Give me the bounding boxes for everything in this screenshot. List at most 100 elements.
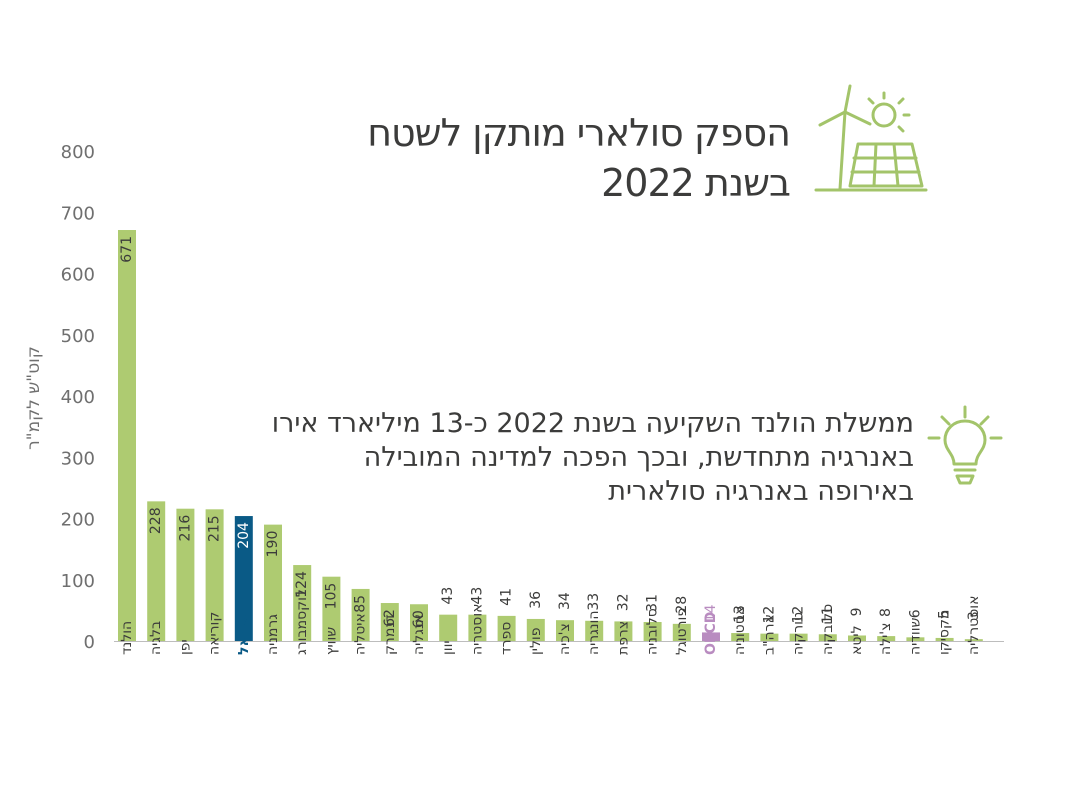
bar bbox=[497, 615, 516, 641]
bar-value-label: 13 bbox=[732, 605, 748, 623]
bar bbox=[351, 588, 370, 641]
x-category-label: ישראל bbox=[236, 613, 252, 655]
x-category-label: פולין bbox=[528, 628, 544, 655]
y-tick-label: 600 bbox=[61, 265, 95, 286]
bar bbox=[760, 633, 779, 641]
bar bbox=[205, 509, 224, 641]
bar-value-label: 41 bbox=[499, 588, 515, 606]
bar bbox=[468, 614, 487, 641]
bar bbox=[147, 501, 166, 641]
bar bbox=[935, 637, 954, 641]
bar bbox=[877, 636, 896, 641]
y-tick-label: 700 bbox=[61, 203, 95, 224]
x-category-label: מקסיקו bbox=[937, 610, 953, 655]
bar bbox=[556, 620, 574, 641]
bar bbox=[118, 230, 136, 641]
note-line-2: באנרגיה מתחדשת, ובכך הפכה למדינה המובילה bbox=[363, 442, 914, 473]
x-category-label: צ'כיה bbox=[557, 623, 573, 655]
x-category-label: דנמרק bbox=[382, 614, 398, 655]
bar-value-label: 28 bbox=[674, 596, 690, 614]
y-tick-label: 0 bbox=[84, 632, 95, 653]
bar-value-label: 12 bbox=[761, 606, 777, 624]
y-tick-label: 800 bbox=[61, 142, 95, 163]
bar bbox=[293, 565, 312, 641]
annotation-note: ממשלת הולנד השקיעה בשנת 2022 כ-13 מיליאר… bbox=[272, 407, 914, 509]
x-category-label: בלגיה bbox=[148, 621, 164, 655]
bar-value-label: 671 bbox=[119, 236, 135, 263]
bar-value-label: 6 bbox=[907, 609, 923, 618]
bar-value-label: 31 bbox=[645, 594, 661, 612]
bar bbox=[322, 576, 341, 641]
solar-panel-wind-turbine-sun-icon bbox=[814, 84, 928, 192]
title-line-2: בשנת 2022 bbox=[601, 161, 791, 205]
x-category-label: סלובניה bbox=[645, 608, 661, 655]
x-category-label: אנגליה bbox=[411, 614, 427, 655]
y-axis-label: קוט"ש לקמ"ר bbox=[24, 346, 44, 450]
x-category-label: שוודיה bbox=[907, 617, 923, 655]
x-category-label: הונגריה bbox=[586, 610, 602, 655]
bar-value-label: 204 bbox=[236, 522, 252, 549]
bar bbox=[906, 637, 925, 641]
y-tick-label: 200 bbox=[61, 510, 95, 531]
x-category-label: ארה"ב bbox=[761, 614, 777, 655]
x-category-label: אסטוניה bbox=[732, 606, 748, 655]
bar bbox=[410, 604, 428, 641]
bar bbox=[789, 633, 808, 641]
bar bbox=[176, 508, 195, 641]
x-category-label: הולנד bbox=[119, 621, 135, 655]
bar-value-label: 215 bbox=[207, 515, 223, 542]
note-line-3: באירופה באנרגיה סולארית bbox=[608, 476, 914, 507]
x-category-label: אוסטרליה bbox=[966, 596, 982, 655]
bar bbox=[848, 635, 866, 641]
bar bbox=[234, 516, 253, 641]
x-category-label: טורקיה bbox=[791, 612, 807, 655]
x-category-label: OECD bbox=[703, 612, 719, 655]
x-category-label: איטליה bbox=[353, 613, 369, 655]
bar-value-label: 85 bbox=[353, 595, 369, 613]
x-category-label: יפן bbox=[177, 639, 193, 655]
x-category-label: שוויץ bbox=[323, 627, 339, 655]
bar bbox=[526, 618, 545, 641]
bar-value-label: 8 bbox=[878, 608, 894, 617]
x-category-label: גרמניה bbox=[265, 614, 281, 655]
bar bbox=[614, 621, 633, 641]
lightbulb-icon bbox=[927, 405, 1003, 485]
bar-value-label: 32 bbox=[615, 593, 631, 611]
bar bbox=[380, 603, 399, 641]
bar bbox=[585, 620, 604, 641]
bar-value-label: 62 bbox=[382, 609, 398, 627]
y-tick-label: 400 bbox=[61, 387, 95, 408]
x-category-label: סלובקיה bbox=[820, 604, 836, 655]
bar-value-label: 9 bbox=[849, 607, 865, 616]
bar-value-label: 228 bbox=[148, 507, 164, 534]
bar-value-label: 124 bbox=[294, 571, 310, 598]
bar-value-label: 36 bbox=[528, 591, 544, 609]
bar bbox=[964, 639, 983, 641]
bar bbox=[672, 623, 691, 641]
x-category-label: יוון bbox=[440, 640, 456, 655]
x-category-label: צרפת bbox=[615, 621, 631, 655]
bar-value-label: 14 bbox=[703, 604, 719, 622]
bar-value-label: 190 bbox=[265, 531, 281, 558]
bar-value-label: 3 bbox=[966, 611, 982, 620]
bar bbox=[643, 622, 662, 641]
bar-value-label: 43 bbox=[440, 587, 456, 605]
note-line-1: ממשלת הולנד השקיעה בשנת 2022 כ-13 מיליאר… bbox=[271, 408, 914, 439]
x-category-label: צ'ילה bbox=[878, 623, 894, 655]
y-tick-label: 100 bbox=[61, 571, 95, 592]
x-category-label: קוריאה bbox=[207, 612, 223, 655]
bar-value-label: 34 bbox=[557, 592, 573, 610]
bar-value-label: 216 bbox=[177, 515, 193, 542]
bar bbox=[818, 634, 837, 641]
y-tick-label: 500 bbox=[61, 326, 95, 347]
chart-title: הספק סולארי מותקן לשטח בשנת 2022 bbox=[367, 108, 791, 208]
bar bbox=[731, 633, 750, 641]
bar-value-label: 60 bbox=[411, 610, 427, 628]
x-category-label: ליטא bbox=[849, 625, 865, 655]
bar bbox=[264, 524, 282, 641]
y-tick-label: 300 bbox=[61, 448, 95, 469]
bar bbox=[702, 632, 720, 641]
bar bbox=[439, 614, 458, 641]
bar-value-label: 43 bbox=[469, 587, 485, 605]
